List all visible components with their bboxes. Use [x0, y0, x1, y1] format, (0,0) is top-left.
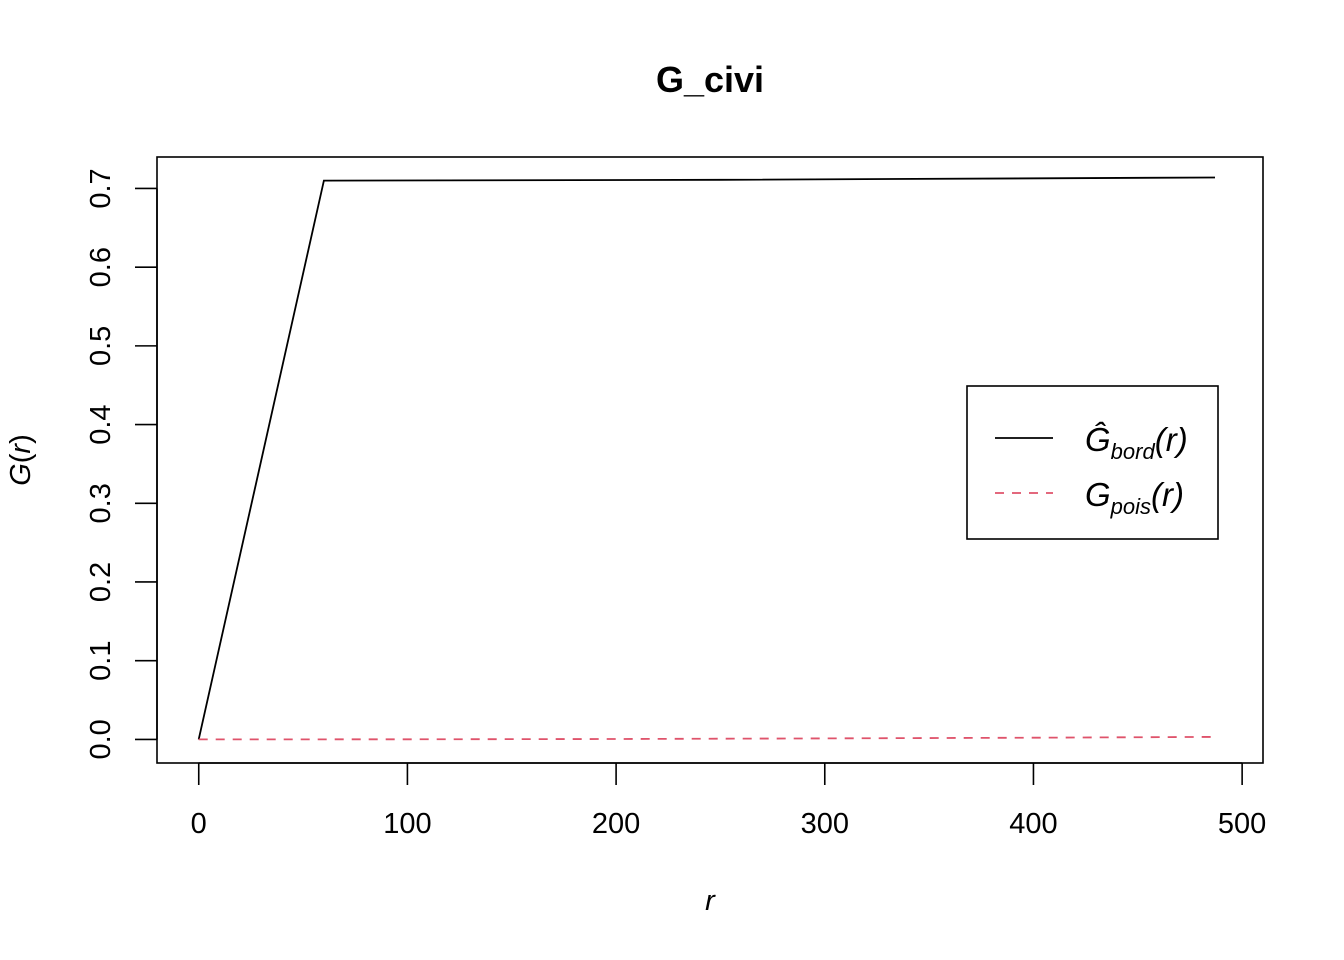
y-tick-label: 0.6	[85, 247, 117, 287]
x-tick-label: 500	[1218, 808, 1266, 840]
y-tick-label: 0.4	[85, 404, 117, 444]
series-layer	[197, 176, 1216, 741]
x-tick-label: 100	[383, 808, 431, 840]
x-tick-label: 200	[592, 808, 640, 840]
y-tick-label: 0.0	[85, 719, 117, 759]
y-axis: 0.0 0.1 0.2 0.3 0.4 0.5 0.6 0.7	[85, 168, 158, 760]
x-tick-label: 300	[801, 808, 849, 840]
x-tick-label: 400	[1009, 808, 1057, 840]
legend-label-pois: Gpois(r)	[1085, 476, 1184, 519]
y-axis-label-main: G	[5, 463, 37, 486]
legend-box	[966, 385, 1219, 540]
y-tick-label: 0.3	[85, 483, 117, 523]
y-axis-label-arg: r	[5, 443, 37, 454]
y-axis-label: G(r)	[5, 434, 37, 486]
y-tick-label: 0.5	[85, 326, 117, 366]
y-tick-label: 0.7	[85, 168, 117, 208]
x-tick-label: 0	[191, 808, 207, 840]
y-tick-label: 0.1	[85, 641, 117, 681]
legend-label-bord: Ĝbord(r)	[1085, 421, 1188, 464]
series-line-bord	[197, 176, 1216, 740]
x-axis-label: r	[705, 885, 716, 917]
x-axis: 0 100 200 300 400 500	[191, 762, 1266, 840]
legend: Ĝbord(r) Gpois(r)	[966, 385, 1219, 540]
svg-text:G(r): G(r)	[5, 434, 37, 486]
y-tick-label: 0.2	[85, 562, 117, 602]
chart-title: G_civi	[656, 59, 764, 100]
series-line-pois	[198, 736, 1216, 741]
